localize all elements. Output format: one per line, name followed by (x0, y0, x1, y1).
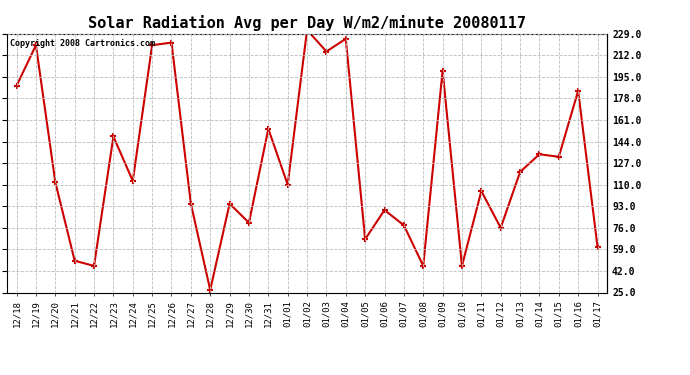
Text: Copyright 2008 Cartronics.com: Copyright 2008 Cartronics.com (10, 39, 155, 48)
Title: Solar Radiation Avg per Day W/m2/minute 20080117: Solar Radiation Avg per Day W/m2/minute … (88, 15, 526, 31)
